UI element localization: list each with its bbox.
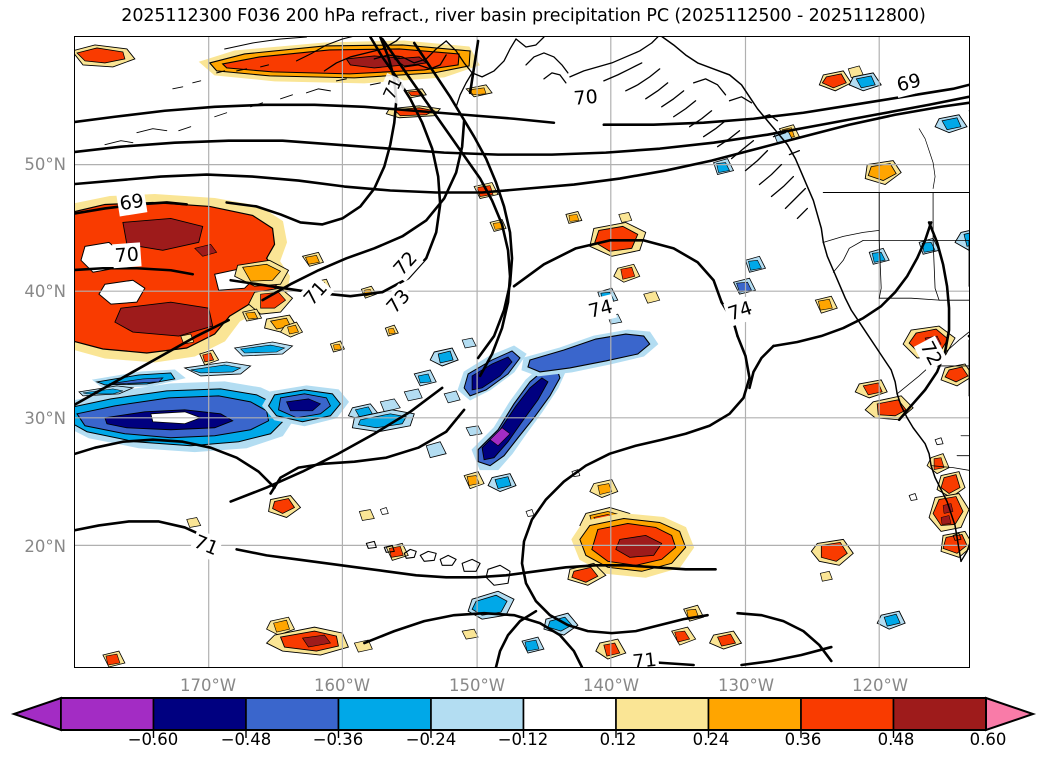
negative-anomaly-subtropical-streak	[75, 341, 401, 453]
colorbar-label-3: −0.24	[405, 730, 457, 749]
colorbar-label-1: −0.48	[220, 730, 272, 749]
colorbar-swatch-4	[430, 697, 525, 731]
colorbar-label-4: −0.12	[497, 730, 549, 749]
colorbar-label-7: 0.36	[784, 730, 822, 749]
contour-label-71c: 71	[631, 649, 657, 667]
positive-anomaly-nw-pacific	[75, 194, 331, 363]
lat-tick-40n: 40°N	[24, 282, 66, 301]
colorbar-label-8: 0.48	[877, 730, 915, 749]
colorbar-swatch-7	[707, 697, 802, 731]
negative-anomaly-central-pacific-band	[351, 329, 659, 493]
lat-tick-30n: 30°N	[24, 409, 66, 428]
colorbar-label-0: −0.60	[127, 730, 179, 749]
contour-label-72a: 72	[389, 247, 421, 280]
colorbar-swatches	[60, 697, 987, 731]
refractivity-contours	[75, 37, 969, 667]
colorbar-swatch-6	[615, 697, 710, 731]
positive-anomaly-bottom-strip	[102, 495, 743, 667]
colorbar-label-5: 0.12	[599, 730, 637, 749]
contour-label-70b: 70	[573, 86, 599, 110]
map-plot-area[interactable]: 69 70 69 70 71	[74, 36, 970, 668]
positive-anomaly-british-columbia	[778, 65, 902, 186]
colorbar-ticks	[152, 730, 895, 738]
colorbar-swatch-2	[245, 697, 340, 731]
colorbar-svg[interactable]	[0, 694, 1047, 742]
lat-tick-50n: 50°N	[24, 155, 66, 174]
colorbar-swatch-5	[522, 697, 617, 731]
colorbar-under-cap	[10, 696, 62, 732]
lat-tick-20n: 20°N	[24, 537, 66, 556]
colorbar-swatch-8	[800, 697, 895, 731]
colorbar-swatch-0	[60, 697, 155, 731]
colorbar[interactable]: −0.60 −0.48 −0.36 −0.24 −0.12 0.12 0.24 …	[0, 694, 1047, 765]
lon-tick-130w: 130°W	[717, 676, 775, 695]
colorbar-label-2: −0.36	[312, 730, 364, 749]
lon-tick-150w: 150°W	[448, 676, 506, 695]
lon-tick-170w: 170°W	[179, 676, 237, 695]
lat-lon-gridlines	[75, 37, 969, 667]
page-title: 2025112300 F036 200 hPa refract., river …	[121, 6, 926, 26]
positive-anomaly-baja-mexico	[810, 453, 969, 582]
geography-layer	[104, 37, 969, 586]
lon-tick-160w: 160°W	[313, 676, 371, 695]
contour-label-69a: 69	[118, 190, 145, 215]
colorbar-label-6: 0.24	[692, 730, 730, 749]
colorbar-swatch-9	[892, 697, 987, 731]
contour-label-70a: 70	[114, 243, 140, 267]
lon-tick-140w: 140°W	[582, 676, 640, 695]
map-canvas: 69 70 69 70 71	[75, 37, 969, 667]
lon-tick-120w: 120°W	[851, 676, 909, 695]
colorbar-swatch-1	[152, 697, 247, 731]
colorbar-swatch-3	[337, 697, 432, 731]
colorbar-over-cap	[985, 696, 1037, 732]
colorbar-label-9: 0.60	[969, 730, 1007, 749]
